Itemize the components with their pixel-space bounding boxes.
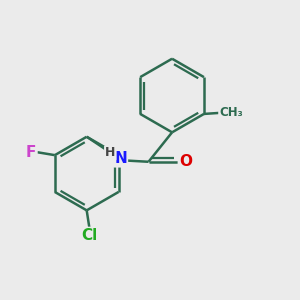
Text: N: N: [114, 151, 127, 166]
Text: O: O: [179, 154, 192, 169]
Text: H: H: [105, 146, 116, 159]
Text: Cl: Cl: [82, 228, 98, 243]
Text: CH₃: CH₃: [219, 106, 243, 119]
Text: F: F: [26, 145, 37, 160]
